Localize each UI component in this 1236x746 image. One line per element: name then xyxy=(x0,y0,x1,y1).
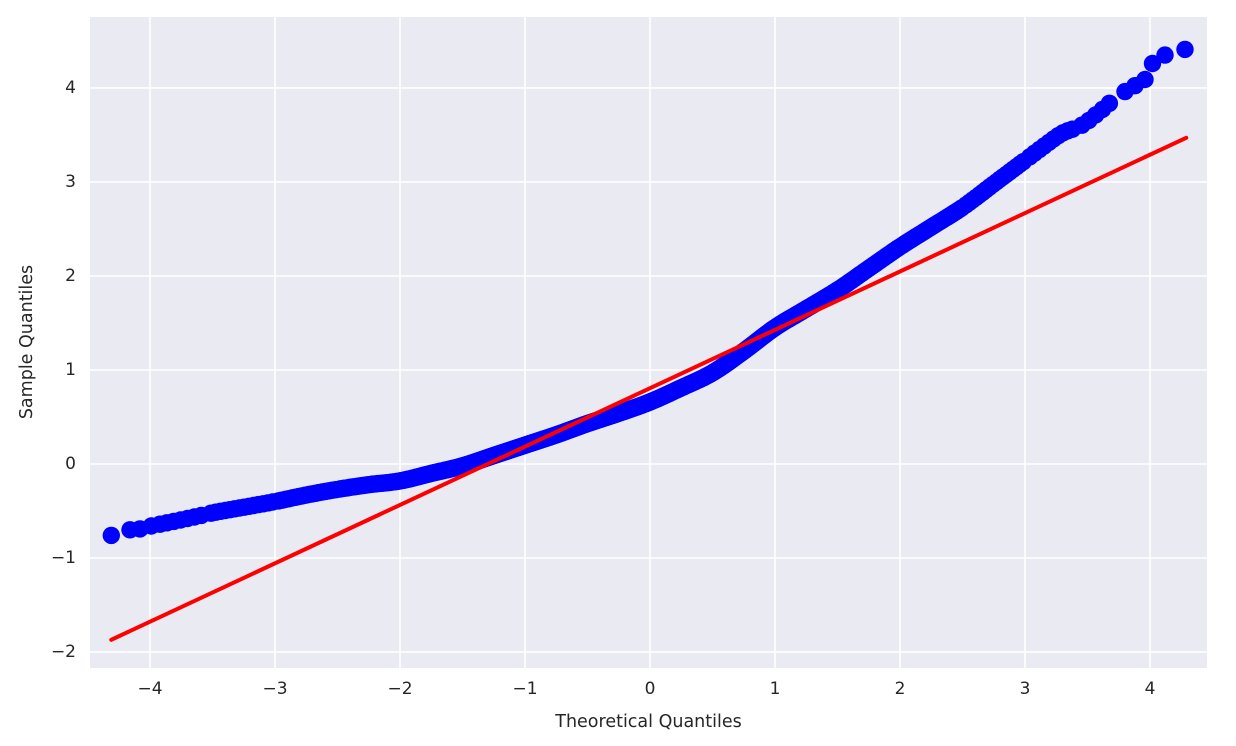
x-axis-title: Theoretical Quantiles xyxy=(555,712,742,732)
qq-point xyxy=(102,526,120,545)
y-axis-title: Sample Quantiles xyxy=(17,264,37,420)
x-tick-label: 1 xyxy=(769,679,781,699)
y-tick-label: 0 xyxy=(65,454,76,474)
y-tick-label: 2 xyxy=(65,265,76,286)
sample-points-group xyxy=(102,40,1194,545)
qq-point xyxy=(1156,46,1174,64)
grid-lines xyxy=(90,17,1207,668)
qq-plot-canvas xyxy=(90,17,1207,668)
y-tick-label: −1 xyxy=(50,548,76,568)
y-tick-label: 3 xyxy=(65,171,76,192)
plot-area xyxy=(90,17,1207,668)
x-tick-label: 3 xyxy=(1019,679,1031,699)
x-tick-label: −4 xyxy=(137,679,163,699)
x-tick-label: 4 xyxy=(1144,679,1156,699)
qq-point xyxy=(1143,54,1162,73)
y-tick-label: −2 xyxy=(50,642,76,663)
qq-point xyxy=(1100,94,1119,113)
x-tick-label: −2 xyxy=(387,679,413,699)
qq-point xyxy=(1136,70,1154,89)
x-tick-label: 2 xyxy=(894,679,906,699)
x-tick-label: −1 xyxy=(512,679,538,699)
y-tick-label: 1 xyxy=(65,359,76,380)
x-tick-label: −3 xyxy=(262,679,288,699)
y-tick-label: 4 xyxy=(65,77,76,98)
qq-point xyxy=(1176,40,1194,59)
reference-line xyxy=(109,135,1189,642)
x-tick-label: 0 xyxy=(644,679,656,699)
